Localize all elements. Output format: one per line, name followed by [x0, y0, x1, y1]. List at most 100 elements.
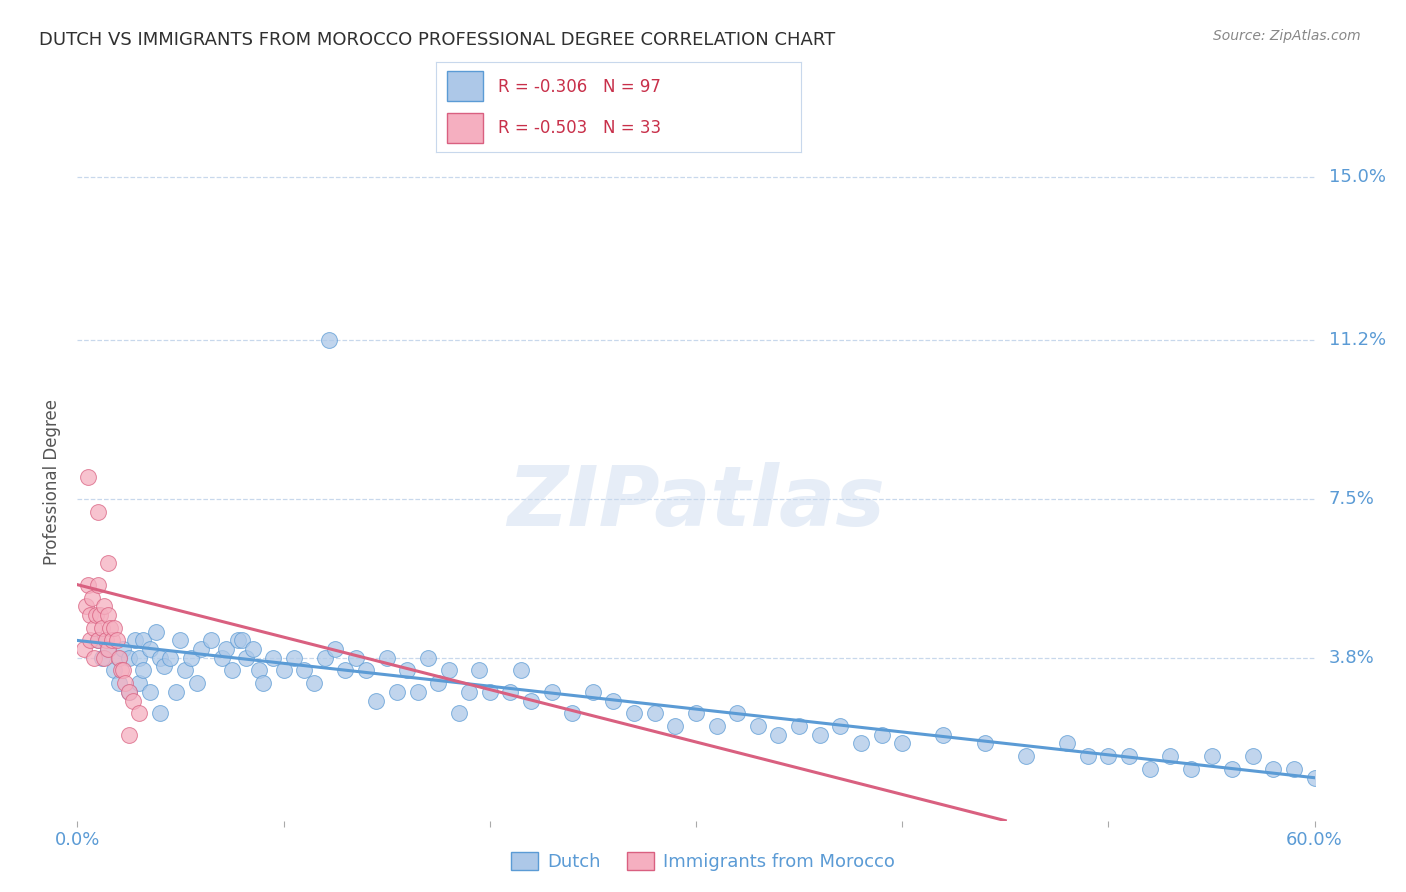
Point — [190, 642, 212, 657]
Point — [76, 470, 98, 484]
Point — [344, 650, 367, 665]
Point — [685, 706, 707, 721]
Point — [180, 650, 202, 665]
Point — [1263, 762, 1285, 776]
Point — [83, 650, 105, 665]
Point — [75, 599, 97, 613]
Point — [406, 685, 429, 699]
Text: R = -0.306   N = 97: R = -0.306 N = 97 — [498, 78, 661, 95]
Point — [149, 650, 172, 665]
Point — [1077, 749, 1099, 764]
Point — [145, 624, 167, 639]
Point — [118, 728, 141, 742]
Point — [1180, 762, 1202, 776]
Point — [318, 333, 340, 347]
Text: R = -0.503   N = 33: R = -0.503 N = 33 — [498, 119, 661, 136]
Point — [79, 633, 101, 648]
Point — [1159, 749, 1181, 764]
Point — [1282, 762, 1305, 776]
Legend: Dutch, Immigrants from Morocco: Dutch, Immigrants from Morocco — [503, 845, 903, 879]
Point — [427, 676, 450, 690]
Point — [87, 505, 110, 519]
Point — [111, 642, 134, 657]
Point — [323, 642, 346, 657]
Point — [96, 633, 118, 648]
Point — [165, 685, 187, 699]
Point — [468, 664, 491, 678]
Point — [509, 664, 531, 678]
Point — [97, 642, 120, 657]
Point — [111, 664, 134, 678]
Point — [231, 633, 253, 648]
Point — [76, 577, 98, 591]
Point — [1056, 736, 1078, 750]
Point — [273, 664, 295, 678]
Point — [72, 642, 94, 657]
Text: 7.5%: 7.5% — [1329, 490, 1375, 508]
Point — [520, 693, 543, 707]
Point — [87, 633, 110, 648]
Point — [808, 728, 831, 742]
Point — [118, 685, 141, 699]
Point — [118, 685, 141, 699]
Point — [235, 650, 257, 665]
Text: 11.2%: 11.2% — [1329, 331, 1386, 349]
Point — [107, 676, 129, 690]
Point — [97, 607, 120, 622]
Point — [84, 607, 107, 622]
Point — [787, 719, 810, 733]
Point — [354, 664, 377, 678]
Point — [122, 693, 145, 707]
Point — [1097, 749, 1119, 764]
Point — [385, 685, 408, 699]
Point — [128, 706, 150, 721]
Point — [103, 621, 125, 635]
Point — [437, 664, 460, 678]
Point — [91, 650, 114, 665]
Point — [211, 650, 233, 665]
Point — [499, 685, 522, 699]
Point — [89, 607, 111, 622]
Text: Source: ZipAtlas.com: Source: ZipAtlas.com — [1213, 29, 1361, 43]
Point — [1303, 771, 1326, 785]
Point — [87, 633, 110, 648]
Point — [252, 676, 274, 690]
Point — [891, 736, 914, 750]
Point — [335, 664, 357, 678]
Point — [375, 650, 398, 665]
Point — [215, 642, 238, 657]
Point — [768, 728, 790, 742]
Point — [200, 633, 222, 648]
Point — [561, 706, 583, 721]
Point — [1201, 749, 1223, 764]
Point — [1118, 749, 1140, 764]
Point — [314, 650, 336, 665]
Point — [97, 556, 120, 570]
Point — [292, 664, 315, 678]
Point — [447, 706, 470, 721]
Point — [623, 706, 645, 721]
Text: 3.8%: 3.8% — [1329, 648, 1375, 666]
Point — [98, 621, 121, 635]
Point — [169, 633, 191, 648]
Text: 15.0%: 15.0% — [1329, 168, 1386, 186]
Point — [458, 685, 481, 699]
Point — [83, 621, 105, 635]
Point — [80, 591, 103, 605]
Point — [153, 659, 176, 673]
Point — [93, 599, 115, 613]
Y-axis label: Professional Degree: Professional Degree — [44, 399, 62, 565]
Point — [107, 650, 129, 665]
Point — [1241, 749, 1264, 764]
FancyBboxPatch shape — [447, 113, 484, 143]
Point — [1139, 762, 1161, 776]
Point — [396, 664, 419, 678]
Point — [110, 664, 132, 678]
Point — [1220, 762, 1243, 776]
Point — [478, 685, 501, 699]
Point — [226, 633, 249, 648]
Point — [173, 664, 195, 678]
Point — [664, 719, 686, 733]
Point — [747, 719, 769, 733]
Point — [602, 693, 624, 707]
